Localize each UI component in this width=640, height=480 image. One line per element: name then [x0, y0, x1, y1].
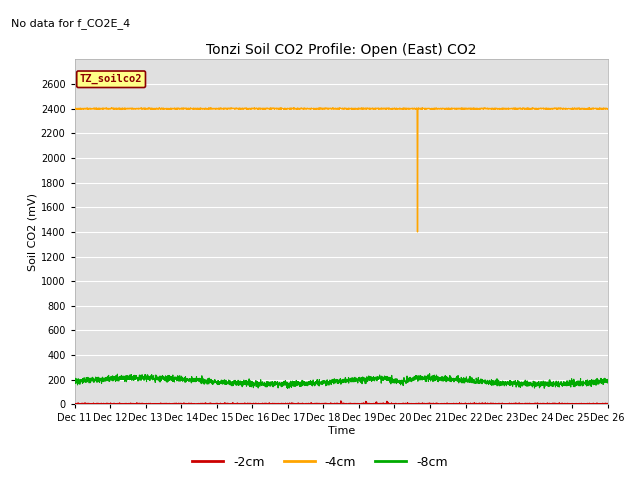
X-axis label: Time: Time [328, 426, 355, 436]
Title: Tonzi Soil CO2 Profile: Open (East) CO2: Tonzi Soil CO2 Profile: Open (East) CO2 [206, 43, 476, 57]
Legend: -2cm, -4cm, -8cm: -2cm, -4cm, -8cm [187, 451, 453, 474]
Y-axis label: Soil CO2 (mV): Soil CO2 (mV) [28, 193, 38, 271]
Text: TZ_soilco2: TZ_soilco2 [80, 74, 142, 84]
Text: No data for f_CO2E_4: No data for f_CO2E_4 [10, 18, 130, 29]
